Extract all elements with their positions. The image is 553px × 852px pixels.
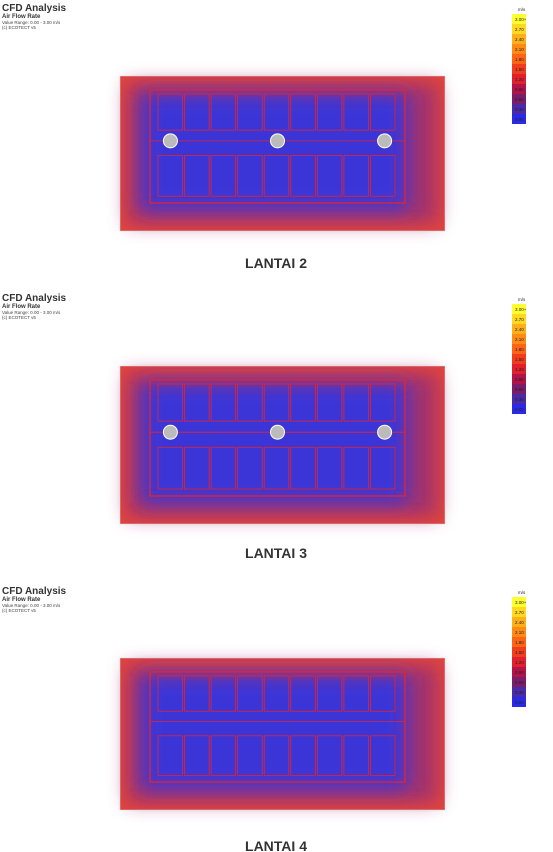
caption: LANTAI 3 bbox=[245, 545, 307, 561]
legend-unit: m/s bbox=[518, 7, 526, 12]
heatmap bbox=[120, 76, 445, 231]
stair bbox=[163, 134, 177, 148]
legend-label: 1.80 bbox=[515, 57, 524, 62]
stair bbox=[378, 425, 392, 439]
page: CFD AnalysisAir Flow RateValue Range: 0.… bbox=[0, 0, 553, 852]
legend-unit: m/s bbox=[518, 297, 526, 302]
header-title: CFD Analysis bbox=[2, 586, 67, 597]
legend-label: 0.00 bbox=[515, 700, 524, 705]
header-title: CFD Analysis bbox=[2, 3, 67, 14]
legend-label: 1.20 bbox=[515, 367, 524, 372]
legend-label: 0.30 bbox=[515, 107, 524, 112]
legend-label: 2.70 bbox=[515, 27, 524, 32]
legend-label: 0.30 bbox=[515, 690, 524, 695]
legend-label: 1.80 bbox=[515, 640, 524, 645]
legend-label: 0.90 bbox=[515, 377, 524, 382]
caption: LANTAI 4 bbox=[245, 838, 307, 852]
figure: CFD AnalysisAir Flow RateValue Range: 0.… bbox=[0, 0, 553, 852]
legend-label: 0.00 bbox=[515, 117, 524, 122]
legend-label: 2.10 bbox=[515, 47, 524, 52]
heatmap-core bbox=[142, 676, 407, 788]
legend-label: 0.60 bbox=[515, 97, 524, 102]
legend-label: 1.50 bbox=[515, 357, 524, 362]
legend-label: 0.60 bbox=[515, 680, 524, 685]
legend-label: 1.80 bbox=[515, 347, 524, 352]
legend-label: 1.20 bbox=[515, 660, 524, 665]
legend-label: 3.00+ bbox=[515, 307, 527, 312]
stair bbox=[163, 425, 177, 439]
stair bbox=[378, 134, 392, 148]
legend-unit: m/s bbox=[518, 590, 526, 595]
legend-label: 3.00+ bbox=[515, 600, 527, 605]
legend-label: 1.20 bbox=[515, 77, 524, 82]
legend-label: 2.10 bbox=[515, 337, 524, 342]
legend-label: 0.60 bbox=[515, 387, 524, 392]
stair bbox=[271, 134, 285, 148]
legend-label: 0.90 bbox=[515, 87, 524, 92]
legend-label: 0.90 bbox=[515, 670, 524, 675]
legend-label: 2.40 bbox=[515, 620, 524, 625]
legend-label: 2.70 bbox=[515, 317, 524, 322]
legend-label: 2.40 bbox=[515, 327, 524, 332]
stair bbox=[271, 425, 285, 439]
legend-label: 2.10 bbox=[515, 630, 524, 635]
heatmap bbox=[120, 366, 445, 524]
legend-label: 1.50 bbox=[515, 67, 524, 72]
heatmap-core bbox=[142, 384, 407, 502]
legend-label: 1.50 bbox=[515, 650, 524, 655]
legend-label: 3.00+ bbox=[515, 17, 527, 22]
legend-label: 0.30 bbox=[515, 397, 524, 402]
legend-label: 0.00 bbox=[515, 407, 524, 412]
legend-label: 2.70 bbox=[515, 610, 524, 615]
caption: LANTAI 2 bbox=[245, 255, 307, 271]
header-line: (c) ECOTECT v5 bbox=[2, 315, 36, 320]
header-title: CFD Analysis bbox=[2, 293, 67, 304]
header-line: (c) ECOTECT v5 bbox=[2, 25, 36, 30]
heatmap bbox=[120, 658, 445, 810]
legend-label: 2.40 bbox=[515, 37, 524, 42]
heatmap-core bbox=[142, 94, 407, 209]
header-line: (c) ECOTECT v5 bbox=[2, 608, 36, 613]
